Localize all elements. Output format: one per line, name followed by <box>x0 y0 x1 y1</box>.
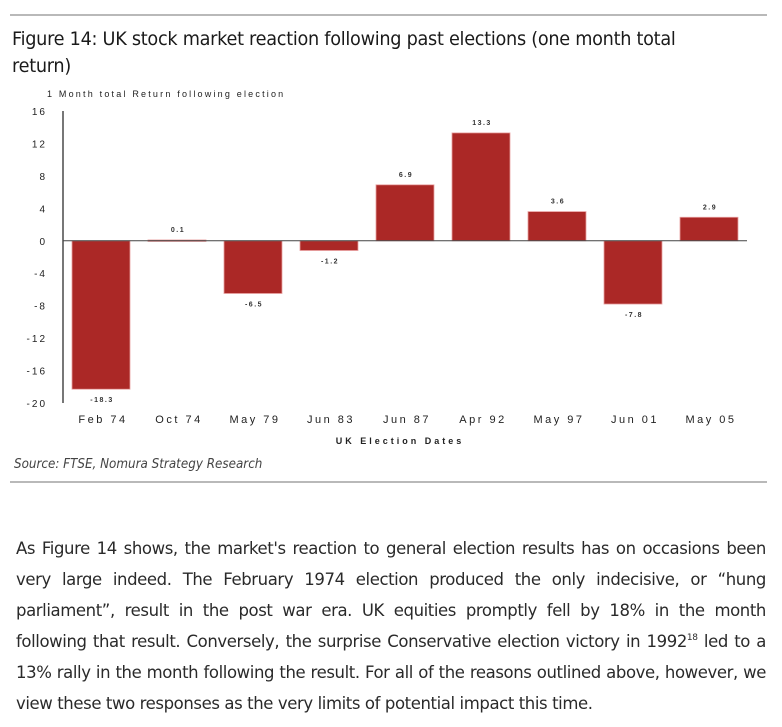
y-axis-title: 1 Month total Return following election <box>47 89 285 99</box>
value-label: 13.3 <box>472 120 492 127</box>
value-label: 3.6 <box>551 199 565 206</box>
y-tick-label: 16 <box>32 107 47 118</box>
bar-may-79 <box>223 240 283 294</box>
value-label: 6.9 <box>399 172 413 179</box>
y-tick-label: -8 <box>34 302 47 313</box>
value-label: 0.1 <box>171 227 185 234</box>
paragraph-text-part2: led to a 13% rally in the month followin… <box>16 631 766 713</box>
x-axis-labels: Feb 74 Oct 74 May 79 Jun 83 Jun 87 Apr 92 May … <box>78 414 736 426</box>
y-tick-label: -4 <box>34 269 47 280</box>
top-divider <box>10 14 767 16</box>
body-paragraph: As Figure 14 shows, the market's reactio… <box>16 533 766 719</box>
value-label: -6.5 <box>245 302 263 309</box>
y-tick-label: 8 <box>39 172 47 183</box>
figure-source: Source: FTSE, Nomura Strategy Research <box>14 457 263 472</box>
y-axis-ticks: 16 12 8 4 0 -4 -8 -12 -16 -20 <box>27 107 47 410</box>
figure-title: Figure 14: UK stock market reaction foll… <box>12 28 676 77</box>
bar-jun-01 <box>603 240 663 305</box>
x-tick-label: Jun 01 <box>611 414 659 426</box>
bars <box>71 132 739 390</box>
x-tick-label: Feb 74 <box>78 414 127 426</box>
x-tick-label: Jun 87 <box>383 414 431 426</box>
x-tick-label: May 79 <box>229 414 280 426</box>
paragraph-text-part1: As Figure 14 shows, the market's reactio… <box>16 538 766 651</box>
y-tick-label: -20 <box>27 399 47 410</box>
value-labels: -18.3 0.1 -6.5 -1.2 6.9 13.3 3.6 -7.8 2.9 <box>90 120 717 404</box>
value-label: -18.3 <box>90 397 113 404</box>
y-tick-label: -16 <box>27 367 47 378</box>
bar-apr-92 <box>451 132 511 242</box>
value-label: -1.2 <box>321 259 339 266</box>
y-tick-label: -12 <box>27 334 47 345</box>
bar-feb-74 <box>71 240 131 390</box>
y-tick-label: 0 <box>39 237 47 248</box>
x-tick-label: May 05 <box>685 414 736 426</box>
y-tick-label: 12 <box>32 139 47 150</box>
x-tick-label: May 97 <box>533 414 584 426</box>
x-axis-title: UK Election Dates <box>336 436 465 446</box>
bar-may-05 <box>679 216 739 242</box>
bar-jun-87 <box>375 184 435 242</box>
value-label: 2.9 <box>703 204 717 211</box>
bar-chart: 1 Month total Return following election … <box>27 89 747 446</box>
bar-jun-83 <box>299 240 359 251</box>
bottom-divider <box>10 481 767 483</box>
x-tick-label: Apr 92 <box>459 414 506 426</box>
x-tick-label: Jun 83 <box>307 414 355 426</box>
value-label: -7.8 <box>625 312 643 319</box>
footnote-reference[interactable]: 18 <box>686 632 698 643</box>
y-tick-label: 4 <box>39 204 47 215</box>
x-tick-label: Oct 74 <box>155 414 202 426</box>
bar-may-97 <box>527 211 587 242</box>
